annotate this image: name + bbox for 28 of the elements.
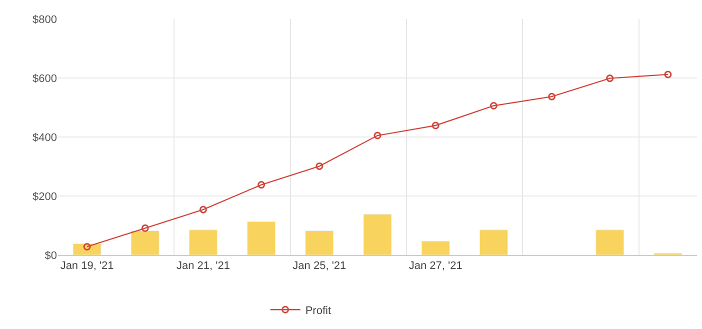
point [374, 132, 382, 140]
point [490, 102, 498, 110]
x-tick-label: Jan 21, '21 [176, 260, 230, 272]
point [258, 181, 266, 189]
bar [189, 230, 218, 255]
bar [363, 214, 392, 255]
point [199, 206, 207, 214]
point [316, 162, 324, 170]
legend-label: Profit [305, 304, 332, 317]
bar [247, 221, 276, 255]
y-tick-label: $400 [32, 132, 57, 144]
y-tick-label: $800 [32, 14, 57, 26]
bar [130, 230, 160, 255]
y-tick-label: $0 [44, 250, 57, 262]
bar [421, 240, 450, 255]
point [664, 70, 672, 78]
point [606, 74, 614, 82]
point [432, 122, 440, 130]
bar [479, 230, 508, 255]
bar [305, 230, 334, 255]
x-tick-label: Jan 27, '21 [408, 260, 462, 272]
bar [596, 230, 624, 255]
point [548, 92, 556, 100]
point [141, 224, 149, 232]
y-tick-label: $600 [32, 72, 57, 85]
x-tick-label: Jan 19, '21 [60, 260, 114, 272]
x-tick-label: Jan 25, '21 [292, 260, 346, 272]
y-tick-label: $200 [32, 190, 57, 203]
